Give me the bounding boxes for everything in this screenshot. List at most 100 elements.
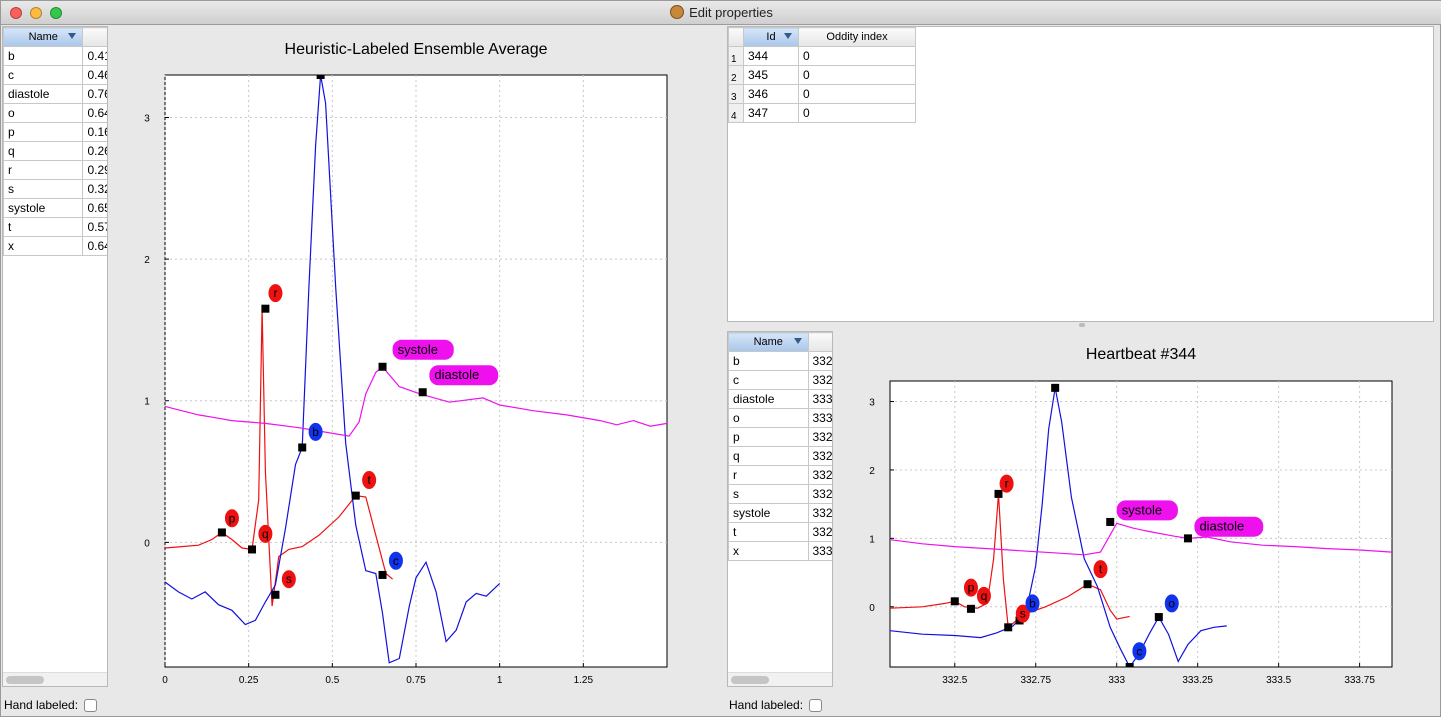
table-row[interactable]: q 332 xyxy=(728,446,832,466)
table-row[interactable]: diastole 333 xyxy=(728,389,832,409)
property-value-cell[interactable]: 333 xyxy=(807,541,832,561)
beat-id-cell[interactable]: 344 xyxy=(743,46,799,66)
oddity-cell[interactable]: 0 xyxy=(798,84,916,104)
property-name-cell[interactable]: x xyxy=(728,541,809,561)
property-value-cell[interactable]: 0.64 xyxy=(82,236,107,256)
property-value-cell[interactable]: 332 xyxy=(807,503,832,523)
value-column-header[interactable] xyxy=(807,332,832,352)
beat-id-cell[interactable]: 347 xyxy=(743,103,799,123)
property-value-cell[interactable]: 0.29 xyxy=(82,160,107,180)
table-row[interactable]: 2 345 0 xyxy=(728,65,916,85)
property-name-cell[interactable]: s xyxy=(3,179,84,199)
left-table-horizontal-scrollbar[interactable] xyxy=(3,672,107,686)
property-value-cell[interactable]: 0.64 xyxy=(82,103,107,123)
id-column-header[interactable]: Id xyxy=(743,27,799,47)
name-column-header[interactable]: Name xyxy=(728,332,809,352)
table-row[interactable]: b 332 xyxy=(728,351,832,371)
oddity-cell[interactable]: 0 xyxy=(798,46,916,66)
property-value-cell[interactable]: 333 xyxy=(807,408,832,428)
table-row[interactable]: b0.41 xyxy=(3,46,107,66)
property-name-cell[interactable]: r xyxy=(3,160,84,180)
table-row[interactable]: p 332 xyxy=(728,427,832,447)
table-row[interactable]: r0.29 xyxy=(3,160,107,180)
property-name-cell[interactable]: q xyxy=(728,446,809,466)
close-window-button[interactable] xyxy=(10,7,22,19)
beat-id-cell[interactable]: 346 xyxy=(743,84,799,104)
property-name-cell[interactable]: t xyxy=(3,217,84,237)
table-row[interactable]: t0.57 xyxy=(3,217,107,237)
property-name-cell[interactable]: c xyxy=(3,65,84,85)
property-name-cell[interactable]: r xyxy=(728,465,809,485)
property-name-cell[interactable]: systole xyxy=(728,503,809,523)
property-name-cell[interactable]: systole xyxy=(3,198,84,218)
table-row[interactable]: r 332 xyxy=(728,465,832,485)
table-row[interactable]: 4 347 0 xyxy=(728,103,916,123)
table-row[interactable]: s 332 xyxy=(728,484,832,504)
oddity-cell[interactable]: 0 xyxy=(798,103,916,123)
table-row[interactable]: x0.64 xyxy=(3,236,107,256)
property-value-cell[interactable]: 0.26 xyxy=(82,141,107,161)
property-name-cell[interactable]: q xyxy=(3,141,84,161)
right-hand-labeled-checkbox[interactable] xyxy=(809,699,823,712)
left-table-scroll-thumb[interactable] xyxy=(6,676,44,684)
minimize-window-button[interactable] xyxy=(30,7,42,19)
property-value-cell[interactable]: 333 xyxy=(807,389,832,409)
property-value-cell[interactable]: 332 xyxy=(807,465,832,485)
row-number-cell[interactable]: 2 xyxy=(728,65,744,85)
property-value-cell[interactable]: 0.76 xyxy=(82,84,107,104)
property-name-cell[interactable]: t xyxy=(728,522,809,542)
property-name-cell[interactable]: diastole xyxy=(728,389,809,409)
property-name-cell[interactable]: o xyxy=(728,408,809,428)
table-row[interactable]: c 332 xyxy=(728,370,832,390)
property-name-cell[interactable]: c xyxy=(728,370,809,390)
table-row[interactable]: systole 332 xyxy=(728,503,832,523)
row-number-cell[interactable]: 1 xyxy=(728,46,744,66)
row-number-cell[interactable]: 4 xyxy=(728,103,744,123)
property-value-cell[interactable]: 0.41 xyxy=(82,46,107,66)
property-value-cell[interactable]: 332 xyxy=(807,446,832,466)
property-value-cell[interactable]: 332 xyxy=(807,522,832,542)
value-column-header[interactable] xyxy=(82,27,107,47)
oddity-column-header[interactable]: Oddity index xyxy=(798,27,916,47)
name-column-header[interactable]: Name xyxy=(3,27,84,47)
table-row[interactable]: o0.64 xyxy=(3,103,107,123)
property-value-cell[interactable]: 0.57 xyxy=(82,217,107,237)
property-name-cell[interactable]: s xyxy=(728,484,809,504)
property-value-cell[interactable]: 332 xyxy=(807,427,832,447)
table-row[interactable]: t 332 xyxy=(728,522,832,542)
oddity-cell[interactable]: 0 xyxy=(798,65,916,85)
left-hand-labeled-checkbox[interactable] xyxy=(84,699,98,712)
table-row[interactable]: 1 344 0 xyxy=(728,46,916,66)
property-name-cell[interactable]: o xyxy=(3,103,84,123)
table-row[interactable]: s0.32 xyxy=(3,179,107,199)
table-row[interactable]: p0.16 xyxy=(3,122,107,142)
table-row[interactable]: 3 346 0 xyxy=(728,84,916,104)
table-row[interactable]: q0.26 xyxy=(3,141,107,161)
property-value-cell[interactable]: 0.46 xyxy=(82,65,107,85)
name-header-label: Name xyxy=(28,31,58,43)
property-name-cell[interactable]: x xyxy=(3,236,84,256)
row-number-cell[interactable]: 3 xyxy=(728,84,744,104)
property-name-cell[interactable]: b xyxy=(3,46,84,66)
property-name-cell[interactable]: p xyxy=(728,427,809,447)
table-row[interactable]: c0.46 xyxy=(3,65,107,85)
title-bar[interactable]: Edit properties xyxy=(1,1,1441,25)
zoom-window-button[interactable] xyxy=(50,7,62,19)
table-row[interactable]: x 333 xyxy=(728,541,832,561)
property-value-cell[interactable]: 0.65 xyxy=(82,198,107,218)
right-table-scroll-thumb[interactable] xyxy=(731,676,769,684)
property-value-cell[interactable]: 0.16 xyxy=(82,122,107,142)
property-name-cell[interactable]: p xyxy=(3,122,84,142)
property-name-cell[interactable]: b xyxy=(728,351,809,371)
property-value-cell[interactable]: 332 xyxy=(807,351,832,371)
splitter-handle[interactable] xyxy=(1079,323,1085,327)
property-value-cell[interactable]: 0.32 xyxy=(82,179,107,199)
right-table-horizontal-scrollbar[interactable] xyxy=(728,672,832,686)
beat-id-cell[interactable]: 345 xyxy=(743,65,799,85)
property-value-cell[interactable]: 332 xyxy=(807,370,832,390)
property-value-cell[interactable]: 332 xyxy=(807,484,832,504)
table-row[interactable]: o 333 xyxy=(728,408,832,428)
property-name-cell[interactable]: diastole xyxy=(3,84,84,104)
